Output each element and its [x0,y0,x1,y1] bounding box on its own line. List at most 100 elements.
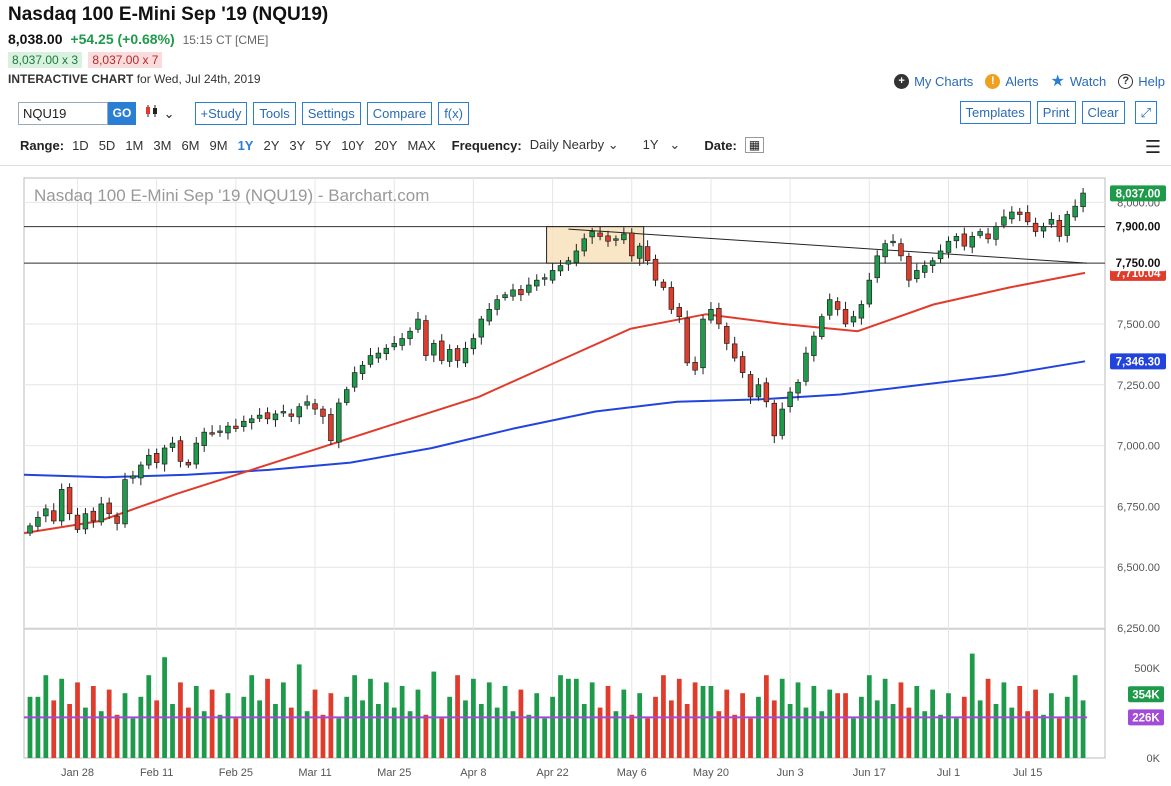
x-tick-label: Mar 25 [377,767,411,779]
trendline [568,228,1088,264]
candle [684,317,690,364]
candle [826,299,833,316]
alerts-link[interactable]: ! Alerts [985,73,1039,89]
candle [391,343,397,348]
calendar-icon[interactable]: ▦ [744,137,765,153]
settings-button[interactable]: Settings [301,101,361,125]
range-option[interactable]: 1M [125,137,144,153]
volume-bar [1064,696,1070,758]
go-button[interactable]: GO [108,101,136,125]
star-icon: ★ [1050,73,1065,90]
volume-bar [526,714,532,758]
range-option[interactable]: MAX [407,137,436,153]
volume-bar [312,689,318,758]
x-tick-label: Mar 11 [298,767,331,779]
candle [549,270,556,281]
candle [787,391,793,407]
volume-bar [668,700,674,758]
frequency-select[interactable]: Daily Nearby ⌄ [530,137,619,153]
candle [636,245,643,259]
candle [264,412,271,420]
range-option[interactable]: 5D [98,137,116,153]
watch-link[interactable]: ★ Watch [1051,71,1107,91]
clear-button[interactable]: Clear [1081,101,1125,124]
menu-icon[interactable]: ☰ [1144,137,1161,157]
symbol-input[interactable] [18,101,108,125]
candle [969,236,975,248]
candle [122,479,128,525]
chevron-down-icon: ⌄ [607,137,619,152]
volume-bar [431,671,437,758]
x-tick-label: Jun 17 [853,767,886,779]
volume-bar [486,682,492,758]
my-charts-label: My Charts [914,73,974,89]
range-option[interactable]: 10Y [341,137,365,153]
print-button[interactable]: Print [1036,101,1076,124]
range-option[interactable]: 1D [72,137,89,153]
my-charts-link[interactable]: + My Charts [894,73,974,89]
volume-bar [819,711,825,758]
x-tick-label: Jan 28 [61,767,94,779]
volume-bar [494,707,500,758]
top-links: + My Charts ! Alerts ★ Watch ? Help [894,71,1165,91]
tools-button[interactable]: Tools [253,101,296,125]
y-tick-label: 6,750.00 [1117,501,1160,513]
volume-bar [233,718,239,758]
candle [1001,216,1007,226]
volume-bar [637,693,643,758]
range-option[interactable]: 2Y [263,137,280,153]
volume-bar [138,696,144,758]
range-option[interactable]: 1Y [237,137,254,153]
period-select[interactable]: 1Y ⌄ [643,137,681,153]
price-change: +54.25 (+0.68%) [70,31,175,47]
range-option[interactable]: 3M [153,137,172,153]
candle [557,265,564,272]
candle [534,279,540,287]
add-study-button[interactable]: +Study [194,101,248,125]
candle [660,281,667,288]
range-options: 1D 5D 1M 3M 6M 9M 1Y 2Y 3Y 5Y 10Y 20Y MAX [72,138,446,153]
compare-button[interactable]: Compare [366,101,433,125]
volume-bar [478,704,484,758]
volume-bar [280,682,286,758]
range-option[interactable]: 6M [181,137,200,153]
templates-button[interactable]: Templates [959,101,1031,124]
price-chart[interactable]: Jan 28 Feb 11 Feb 25 Mar 11 Mar 25 Apr 8 Apr 2… [0,170,1171,786]
volume-bar [890,704,896,758]
chart-type-dropdown[interactable]: ⌄ [144,104,175,122]
help-link[interactable]: ? Help [1118,73,1165,89]
volume-bar [605,686,611,758]
volume-bar [993,704,999,758]
bid-ask: 8,037.00 x 3 8,037.00 x 7 [8,52,165,68]
watch-label: Watch [1069,73,1107,89]
candle [708,309,714,321]
candle [35,516,41,527]
function-button[interactable]: f(x) [438,101,469,125]
level-high-label-bg [1110,218,1166,235]
volume-bar [969,653,975,758]
y-tick-label: 7,000.00 [1117,441,1160,453]
interactive-chart-label: INTERACTIVE CHART [8,72,134,86]
volume-bar [676,678,682,758]
range-option[interactable]: 3Y [289,137,306,153]
volume-bar [1017,686,1023,758]
volume-bar [724,689,730,758]
volume-bar [360,700,365,758]
range-option[interactable]: 20Y [374,137,398,153]
plus-circle-icon: + [894,73,910,89]
volume-bar [415,689,421,758]
candle [446,349,453,362]
chart-title: Nasdaq 100 E-Mini Sep '19 (NQU19) - Barc… [34,186,429,205]
candle [478,318,485,338]
candle [621,233,627,241]
candle [771,402,778,437]
range-option[interactable]: 9M [209,137,228,153]
volume-bar [98,711,104,758]
candle [510,289,516,297]
candle [90,510,97,522]
candle [811,335,817,356]
expand-icon[interactable]: ⤢ [1134,101,1157,124]
candle [652,258,659,281]
range-option[interactable]: 5Y [315,137,332,153]
volume-bar [779,678,785,758]
